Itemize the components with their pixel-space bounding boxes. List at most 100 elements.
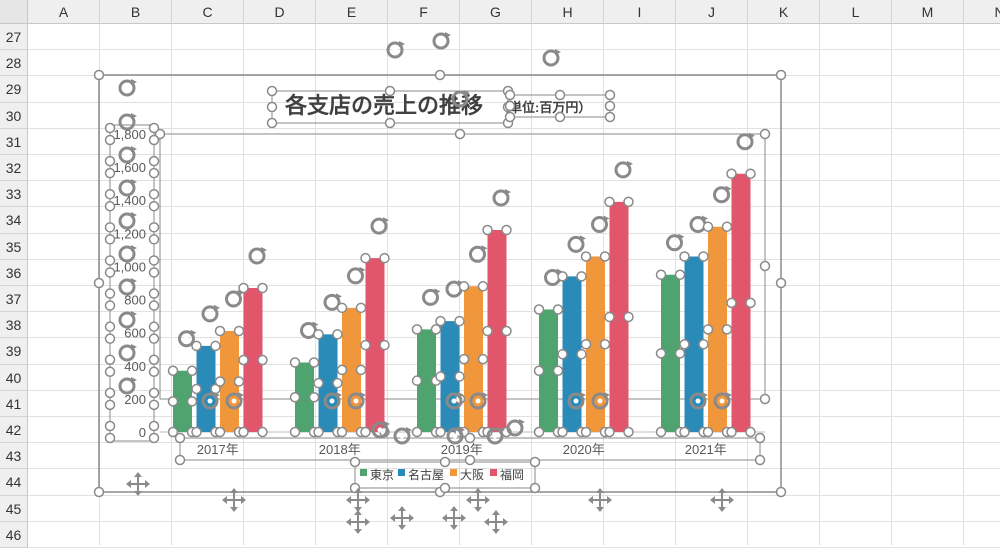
resize-handle[interactable] [599, 339, 611, 350]
rotate-handle-icon[interactable] [689, 392, 707, 410]
rotate-handle-icon[interactable] [201, 392, 219, 410]
resize-handle[interactable] [154, 128, 166, 140]
column-header[interactable]: F [388, 0, 460, 24]
resize-handle[interactable] [167, 396, 179, 407]
resize-handle[interactable] [533, 426, 545, 438]
resize-handle[interactable] [745, 168, 756, 179]
row-header[interactable]: 40 [0, 364, 28, 391]
resize-handle[interactable] [379, 339, 390, 351]
resize-handle[interactable] [289, 391, 301, 403]
resize-handle[interactable] [148, 354, 160, 366]
resize-handle[interactable] [191, 426, 202, 438]
rotate-handle-icon[interactable] [225, 290, 242, 308]
move-cross-icon[interactable] [346, 488, 370, 512]
resize-handle[interactable] [698, 251, 709, 262]
resize-handle[interactable] [477, 281, 489, 292]
resize-handle[interactable] [552, 365, 564, 376]
resize-handle[interactable] [148, 222, 160, 233]
rotate-handle-icon[interactable] [445, 392, 463, 410]
resize-handle[interactable] [266, 117, 278, 129]
resize-handle[interactable] [384, 117, 396, 129]
rotate-handle-icon[interactable] [371, 421, 389, 439]
resize-handle[interactable] [104, 399, 116, 411]
resize-handle[interactable] [411, 375, 423, 386]
resize-handle[interactable] [214, 376, 226, 387]
resize-handle[interactable] [360, 426, 371, 438]
resize-handle[interactable] [93, 277, 105, 289]
bar[interactable] [731, 173, 751, 432]
column-header[interactable]: L [820, 0, 892, 24]
bar[interactable] [365, 258, 385, 432]
resize-handle[interactable] [148, 366, 160, 378]
rotate-handle-icon[interactable] [323, 392, 341, 410]
resize-handle[interactable] [104, 134, 116, 146]
resize-handle[interactable] [580, 426, 592, 438]
bar[interactable] [464, 286, 483, 432]
resize-handle[interactable] [104, 234, 116, 245]
row-header[interactable]: 35 [0, 233, 28, 260]
row-header[interactable]: 36 [0, 259, 28, 286]
resize-handle[interactable] [148, 122, 160, 134]
resize-handle[interactable] [104, 387, 116, 399]
resize-handle[interactable] [238, 282, 249, 294]
resize-handle[interactable] [674, 348, 686, 359]
move-cross-icon[interactable] [484, 510, 508, 534]
resize-handle[interactable] [336, 302, 348, 314]
resize-handle[interactable] [148, 321, 160, 332]
resize-handle[interactable] [238, 426, 249, 438]
resize-handle[interactable] [464, 454, 476, 466]
resize-handle[interactable] [379, 252, 390, 264]
resize-handle[interactable] [349, 456, 361, 468]
resize-handle[interactable] [104, 267, 116, 278]
resize-handle[interactable] [148, 234, 160, 245]
resize-handle[interactable] [674, 269, 686, 280]
row-header[interactable]: 33 [0, 181, 28, 208]
column-header[interactable]: D [244, 0, 316, 24]
rotate-handle-icon[interactable] [614, 161, 632, 179]
row-header[interactable]: 46 [0, 521, 28, 548]
resize-handle[interactable] [580, 339, 592, 350]
resize-handle[interactable] [482, 224, 493, 236]
resize-handle[interactable] [435, 315, 446, 327]
resize-handle[interactable] [257, 354, 268, 366]
resize-handle[interactable] [266, 101, 278, 113]
row-header[interactable]: 29 [0, 76, 28, 103]
resize-handle[interactable] [104, 300, 116, 311]
rotate-handle-icon[interactable] [386, 41, 404, 59]
bar[interactable] [539, 309, 558, 432]
resize-handle[interactable] [745, 426, 756, 438]
resize-handle[interactable] [104, 155, 116, 167]
resize-handle[interactable] [533, 304, 545, 315]
resize-handle[interactable] [430, 324, 442, 335]
resize-handle[interactable] [104, 333, 116, 344]
resize-handle[interactable] [702, 221, 714, 232]
move-cross-icon[interactable] [588, 488, 612, 512]
rotate-handle-icon[interactable] [118, 311, 136, 329]
resize-handle[interactable] [186, 396, 198, 407]
column-header[interactable]: K [748, 0, 820, 24]
resize-handle[interactable] [336, 364, 348, 376]
resize-handle[interactable] [191, 340, 202, 352]
selection-handles[interactable] [93, 32, 787, 534]
resize-handle[interactable] [104, 366, 116, 378]
resize-handle[interactable] [529, 456, 541, 468]
legend-label[interactable]: 福岡 [500, 467, 524, 482]
rotate-handle-icon[interactable] [118, 344, 136, 362]
resize-handle[interactable] [679, 251, 690, 262]
resize-handle[interactable] [501, 325, 512, 337]
select-all-corner[interactable] [0, 0, 28, 24]
resize-handle[interactable] [458, 353, 470, 365]
resize-handle[interactable] [104, 167, 116, 179]
rotate-handle-icon[interactable] [118, 146, 136, 164]
resize-handle[interactable] [104, 420, 116, 432]
row-header[interactable]: 28 [0, 50, 28, 77]
bar[interactable] [295, 362, 314, 432]
resize-handle[interactable] [604, 426, 615, 438]
move-cross-icon[interactable] [390, 506, 414, 530]
resize-handle[interactable] [308, 357, 320, 368]
row-header[interactable]: 38 [0, 312, 28, 339]
rotate-handle-icon[interactable] [118, 113, 136, 131]
resize-handle[interactable] [454, 315, 465, 327]
column-header[interactable]: I [604, 0, 676, 24]
